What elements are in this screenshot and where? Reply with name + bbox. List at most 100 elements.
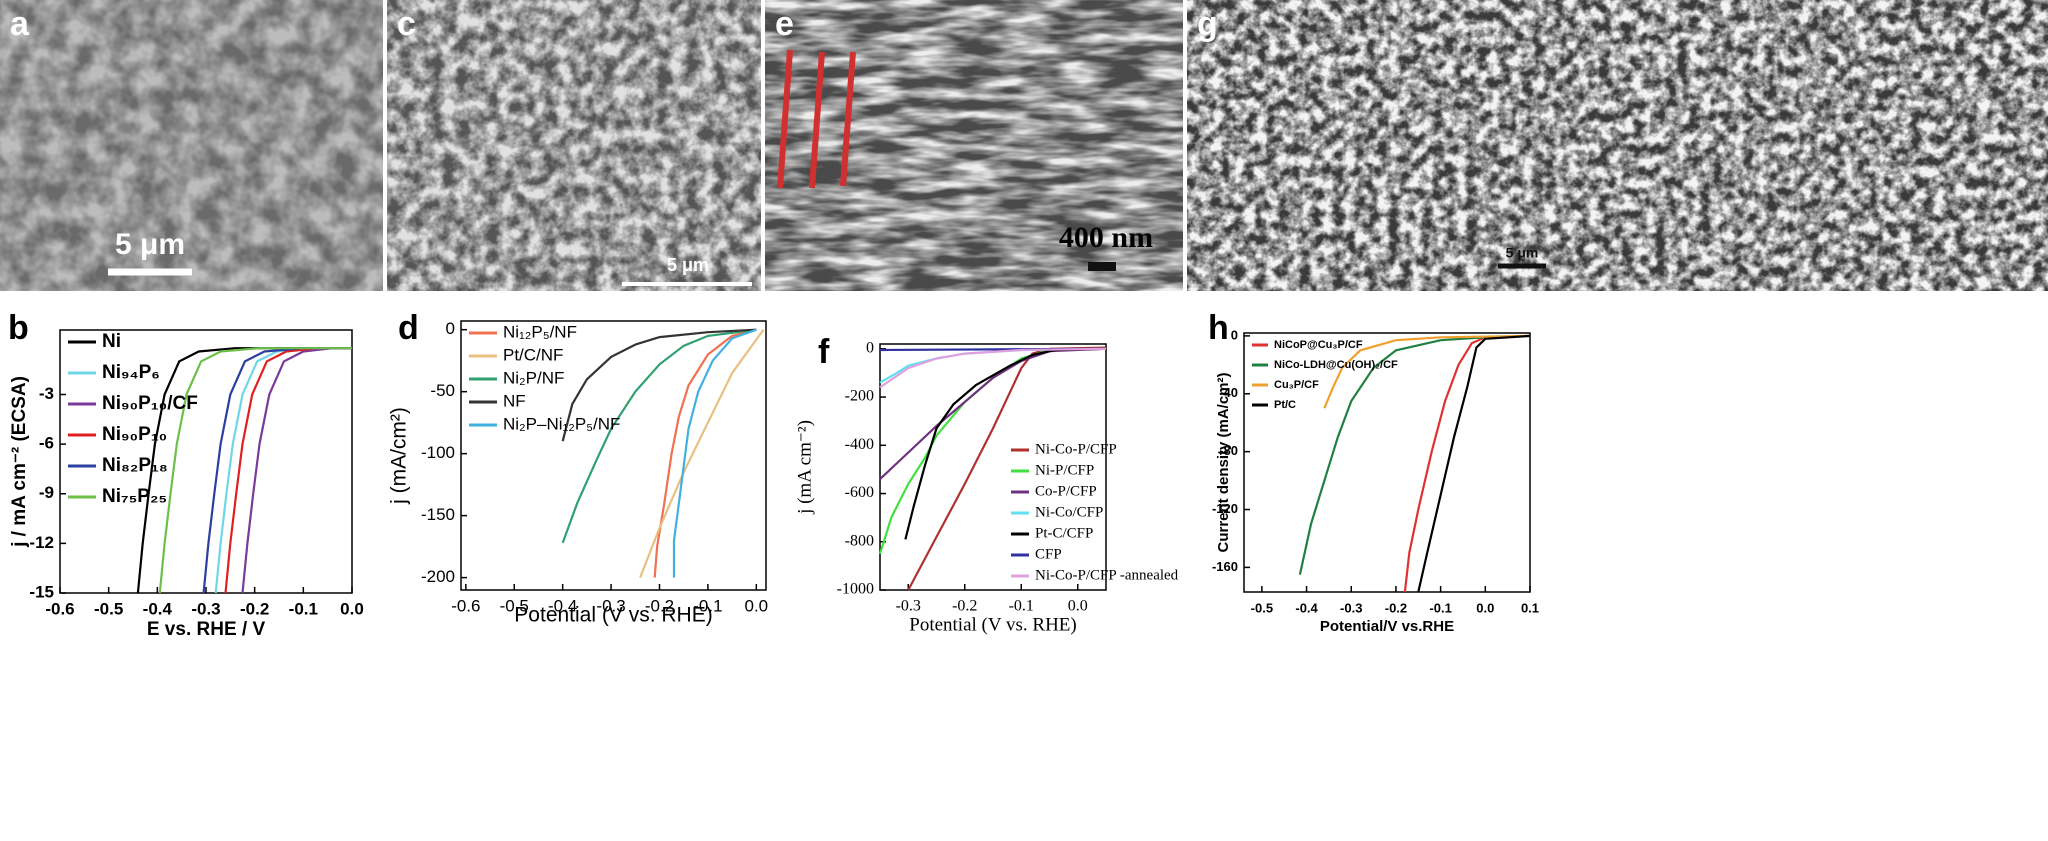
chart: f -0.3 -0.2 -0.1 0.0 -1000 -800 -600 -400 -200 0 Po… xyxy=(794,333,1178,635)
panel-label: c xyxy=(397,5,416,43)
x-tick-label: -0.6 xyxy=(45,599,74,618)
y-axis-title: Current density (mA/cm²) xyxy=(1215,372,1232,552)
legend-label: Pt/C/NF xyxy=(503,345,563,364)
panel-label: e xyxy=(775,5,794,43)
plot-frame xyxy=(460,320,767,591)
legend-label: NiCoP@Cu₃P/CF xyxy=(1274,339,1363,351)
data-line xyxy=(241,347,352,594)
legend-label: Ni₇₅P₂₅ xyxy=(102,486,167,507)
x-tick-label: -0.5 xyxy=(94,599,123,618)
panel-label: a xyxy=(10,5,30,43)
x-tick-label: 0.0 xyxy=(340,599,364,618)
data-line xyxy=(158,347,352,594)
y-tick-label: -120 xyxy=(1212,501,1238,516)
chart: h -0.5 -0.4 -0.3 -0.2 -0.1 0.0 0.1 -160 -120 -80 -4… xyxy=(1208,309,1539,635)
sem-image xyxy=(765,0,1183,291)
data-line xyxy=(1417,334,1531,593)
x-tick-label: -0.2 xyxy=(952,598,977,615)
y-tick-label: -9 xyxy=(39,483,54,502)
y-axis-title: j / mA cm⁻² (ECSA) xyxy=(9,376,30,548)
legend-label: Ni-Co-P/CFP -annealed xyxy=(1035,567,1179,583)
y-tick-label: 0 xyxy=(446,319,455,338)
panel-label: d xyxy=(398,309,419,347)
data-line xyxy=(561,328,757,544)
y-tick-label: -6 xyxy=(39,434,54,453)
scale-bar xyxy=(1088,262,1116,271)
legend-label: Ni₂P–Ni₁₂P₅/NF xyxy=(503,414,620,433)
data-line xyxy=(672,328,757,578)
y-tick-label: -400 xyxy=(845,436,874,453)
y-tick-label: -15 xyxy=(29,582,54,601)
legend-label: Ni₂P/NF xyxy=(503,368,564,387)
x-tick-label: 0.0 xyxy=(1068,598,1088,615)
y-tick-label: -80 xyxy=(1219,443,1238,458)
plot-frame xyxy=(879,343,1107,591)
y-tick-label: -100 xyxy=(421,443,455,462)
marker-line xyxy=(777,49,793,189)
plot-frame xyxy=(1243,332,1531,593)
y-tick-label: -50 xyxy=(430,381,455,400)
legend-label: Ni-Co-P/CFP xyxy=(1035,441,1117,457)
legend-label: Ni₁₂P₅/NF xyxy=(503,322,577,341)
x-tick-label: -0.1 xyxy=(289,599,318,618)
x-tick-label: -0.5 xyxy=(500,596,529,615)
y-tick-label: -200 xyxy=(845,388,874,405)
data-line xyxy=(879,347,1107,389)
x-axis-title: Potential/V vs.RHE xyxy=(1320,618,1454,635)
x-tick-label: -0.4 xyxy=(143,599,173,618)
panel-label: h xyxy=(1208,309,1229,347)
x-tick-label: -0.3 xyxy=(596,596,625,615)
data-line xyxy=(224,347,352,594)
x-tick-label: -0.3 xyxy=(1340,600,1362,615)
x-tick-label: -0.4 xyxy=(1295,600,1318,615)
marker-line xyxy=(840,51,856,187)
legend-label: Ni₉₄P₆ xyxy=(102,362,160,383)
sem-image xyxy=(387,0,761,291)
data-line xyxy=(561,328,757,442)
panel-label: b xyxy=(8,309,29,347)
x-tick-label: 0.0 xyxy=(744,596,768,615)
legend-label: Cu₃P/CF xyxy=(1274,379,1319,391)
y-tick-label: 0 xyxy=(1231,327,1238,342)
chart: d -0.6 -0.5 -0.4 -0.3 -0.2 -0.1 0.0 -200 -150 -100… xyxy=(388,309,769,627)
legend-label: Ni-Co/CFP xyxy=(1035,504,1103,520)
x-tick-label: -0.2 xyxy=(645,596,674,615)
scale-bar-label: 5 μm xyxy=(1506,245,1539,261)
data-line xyxy=(1403,334,1531,593)
x-tick-label: -0.1 xyxy=(693,596,722,615)
y-tick-label: -40 xyxy=(1219,385,1238,400)
y-tick-label: -150 xyxy=(421,505,455,524)
data-line xyxy=(136,347,352,594)
legend-label: Co-P/CFP xyxy=(1035,483,1097,499)
y-tick-label: 0 xyxy=(866,339,874,356)
legend-label: NiCo-LDH@Cu(OH)₂/CF xyxy=(1274,359,1398,371)
chart: b -0.6 -0.5 -0.4 -0.3 -0.2 -0.1 0.0 -15 -12 -9 -6 -3… xyxy=(8,309,364,640)
data-line xyxy=(202,347,352,594)
data-line xyxy=(879,347,1107,480)
x-axis-title: E vs. RHE / V xyxy=(147,619,266,640)
sem-images xyxy=(0,0,2048,291)
marker-line xyxy=(809,51,825,189)
x-tick-label: -0.1 xyxy=(1009,598,1034,615)
x-tick-label: -0.5 xyxy=(1251,600,1273,615)
data-line xyxy=(639,329,765,579)
scale-bar-label: 400 nm xyxy=(1059,221,1153,254)
x-tick-label: -0.1 xyxy=(1429,600,1451,615)
x-tick-label: -0.4 xyxy=(548,596,577,615)
legend-label: Ni₉₀P₁₀/CF xyxy=(102,393,198,414)
x-tick-label: -0.3 xyxy=(191,599,220,618)
panel-label: g xyxy=(1197,5,1218,43)
y-tick-label: -160 xyxy=(1212,559,1238,574)
data-line xyxy=(1323,334,1531,409)
legend-label: Ni₉₀P₁₀ xyxy=(102,424,167,445)
data-line xyxy=(653,328,757,578)
data-line xyxy=(904,347,1107,540)
y-tick-label: -1000 xyxy=(837,581,874,598)
legend-label: Ni xyxy=(102,331,121,352)
scale-bar-label: 5 μm xyxy=(115,228,185,261)
y-tick-label: -600 xyxy=(845,484,874,501)
x-tick-label: -0.6 xyxy=(451,596,480,615)
legend-label: Ni-P/CFP xyxy=(1035,462,1094,478)
